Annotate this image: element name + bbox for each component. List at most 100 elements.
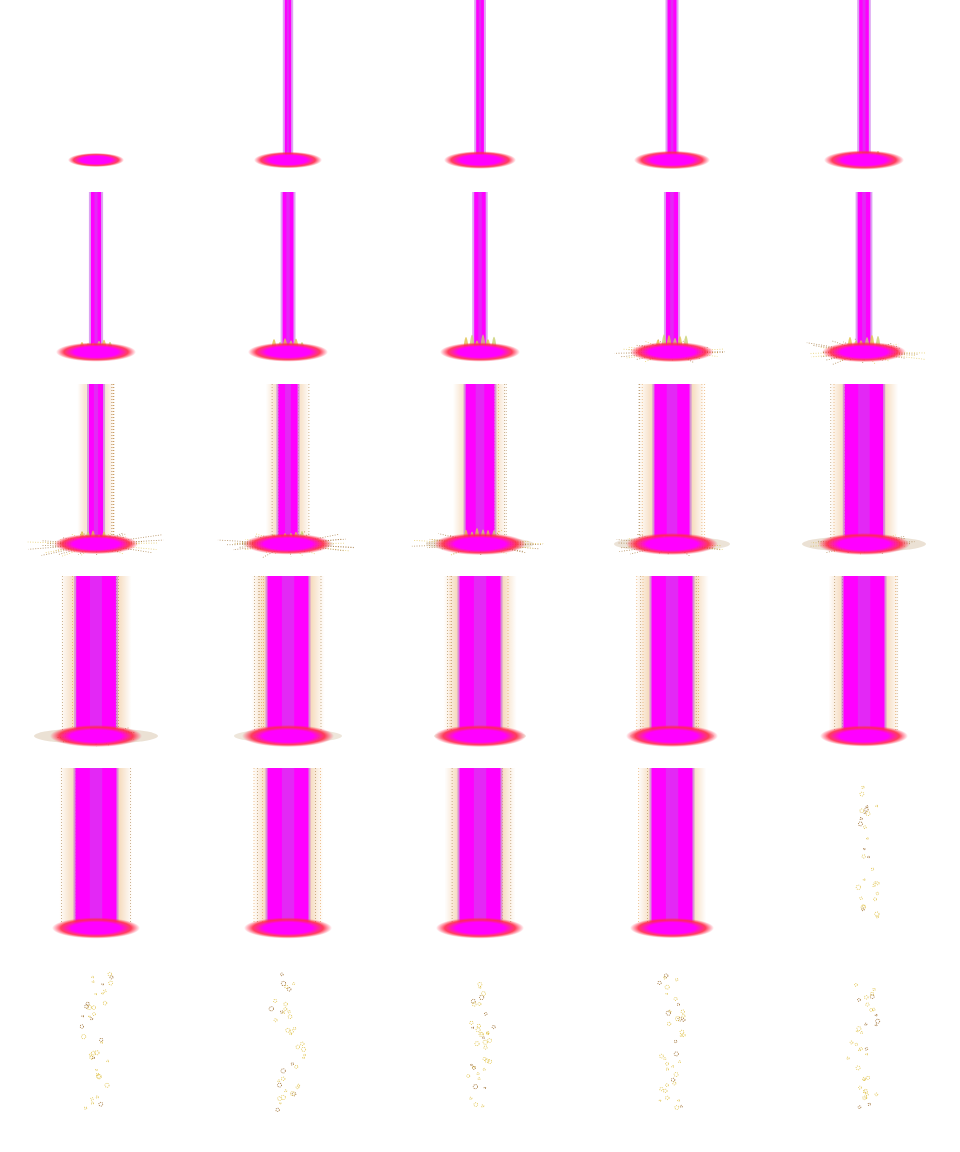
frame-canvas: [192, 960, 384, 1152]
beam-highlight: [667, 384, 678, 544]
frame-canvas: [384, 960, 576, 1152]
rising-particles: [467, 982, 495, 1107]
impact-pool: [822, 342, 906, 362]
frame-canvas: [576, 192, 768, 384]
impact-pool: [820, 726, 908, 747]
effect-frame: [0, 192, 192, 384]
frame-canvas: [768, 0, 960, 192]
frame-canvas: [576, 768, 768, 960]
impact-pool: [254, 152, 322, 169]
beam-highlight: [670, 192, 674, 352]
rising-particles: [658, 974, 685, 1109]
effect-frame: [192, 768, 384, 960]
impact-pool: [434, 533, 526, 555]
effect-frame: [384, 192, 576, 384]
frame-canvas: [384, 0, 576, 192]
impact-pool: [626, 533, 718, 555]
impact-pool: [242, 725, 334, 747]
beam-highlight: [474, 768, 486, 928]
impact-pool: [54, 534, 138, 554]
frame-canvas: [768, 576, 960, 768]
frame-canvas: [192, 576, 384, 768]
impact-pool: [824, 150, 904, 169]
beam-highlight: [286, 192, 289, 352]
beam-highlight: [476, 384, 485, 544]
impact-pool: [244, 918, 332, 939]
beam-highlight: [94, 384, 98, 544]
effect-frame: [0, 960, 192, 1152]
effect-frame: [768, 192, 960, 384]
effect-frame: [576, 384, 768, 576]
effect-frame: [384, 0, 576, 192]
frame-canvas: [576, 576, 768, 768]
effect-frame: [192, 576, 384, 768]
effect-frame: [0, 0, 192, 192]
beam-highlight: [666, 576, 678, 736]
impact-pool: [634, 151, 710, 169]
effect-frame: [576, 960, 768, 1152]
effect-frame: [384, 960, 576, 1152]
beam-highlight: [478, 192, 482, 352]
frame-canvas: [0, 768, 192, 960]
beam-highlight: [285, 384, 291, 544]
beam-highlight: [287, 0, 289, 160]
impact-pool: [68, 153, 124, 167]
effect-frame: [192, 0, 384, 192]
rising-particles: [269, 973, 306, 1112]
frame-canvas: [384, 576, 576, 768]
beam-highlight: [90, 576, 102, 736]
effect-frame: [384, 768, 576, 960]
beam-highlight: [858, 576, 870, 736]
frame-canvas: [192, 0, 384, 192]
beam-highlight: [474, 576, 486, 736]
impact-pool: [244, 534, 332, 555]
impact-pool: [630, 918, 714, 938]
frame-canvas: [768, 768, 960, 960]
impact-pool: [50, 725, 142, 747]
effect-frame: [576, 576, 768, 768]
impact-pool: [248, 342, 328, 361]
impact-pool: [630, 342, 714, 362]
frame-canvas: [0, 0, 192, 192]
beam-highlight: [95, 192, 98, 352]
effect-frame: [576, 192, 768, 384]
impact-pool: [52, 918, 140, 939]
beam-highlight: [858, 384, 870, 544]
frame-canvas: [0, 960, 192, 1152]
effect-frame: [192, 384, 384, 576]
frame-canvas: [576, 960, 768, 1152]
frame-canvas: [576, 0, 768, 192]
impact-pool: [436, 918, 524, 939]
effect-frame: [384, 576, 576, 768]
effect-frame: [768, 576, 960, 768]
rising-particles: [80, 972, 113, 1109]
impact-pool: [818, 533, 910, 555]
beam-highlight: [282, 576, 294, 736]
effect-frame: [768, 384, 960, 576]
beam-highlight: [666, 768, 678, 928]
frame-canvas: [0, 384, 192, 576]
rising-particles: [856, 786, 879, 918]
impact-pool: [626, 725, 718, 747]
frame-canvas: [0, 576, 192, 768]
frame-canvas: [0, 192, 192, 384]
beam-highlight: [282, 768, 294, 928]
effect-frame: [768, 960, 960, 1152]
beam-highlight: [479, 0, 481, 160]
effect-frame: [576, 768, 768, 960]
impact-pool: [56, 342, 136, 361]
impact-pool: [434, 725, 526, 747]
impact-pool: [444, 151, 516, 169]
effect-frame: [0, 384, 192, 576]
beam-highlight: [671, 0, 674, 160]
rising-particles: [847, 983, 880, 1108]
frame-canvas: [192, 192, 384, 384]
effect-frame: [0, 768, 192, 960]
frame-canvas: [384, 192, 576, 384]
beam-highlight: [863, 0, 866, 160]
frame-canvas: [384, 768, 576, 960]
frame-canvas: [768, 192, 960, 384]
frame-canvas: [768, 384, 960, 576]
effect-frame: [0, 576, 192, 768]
